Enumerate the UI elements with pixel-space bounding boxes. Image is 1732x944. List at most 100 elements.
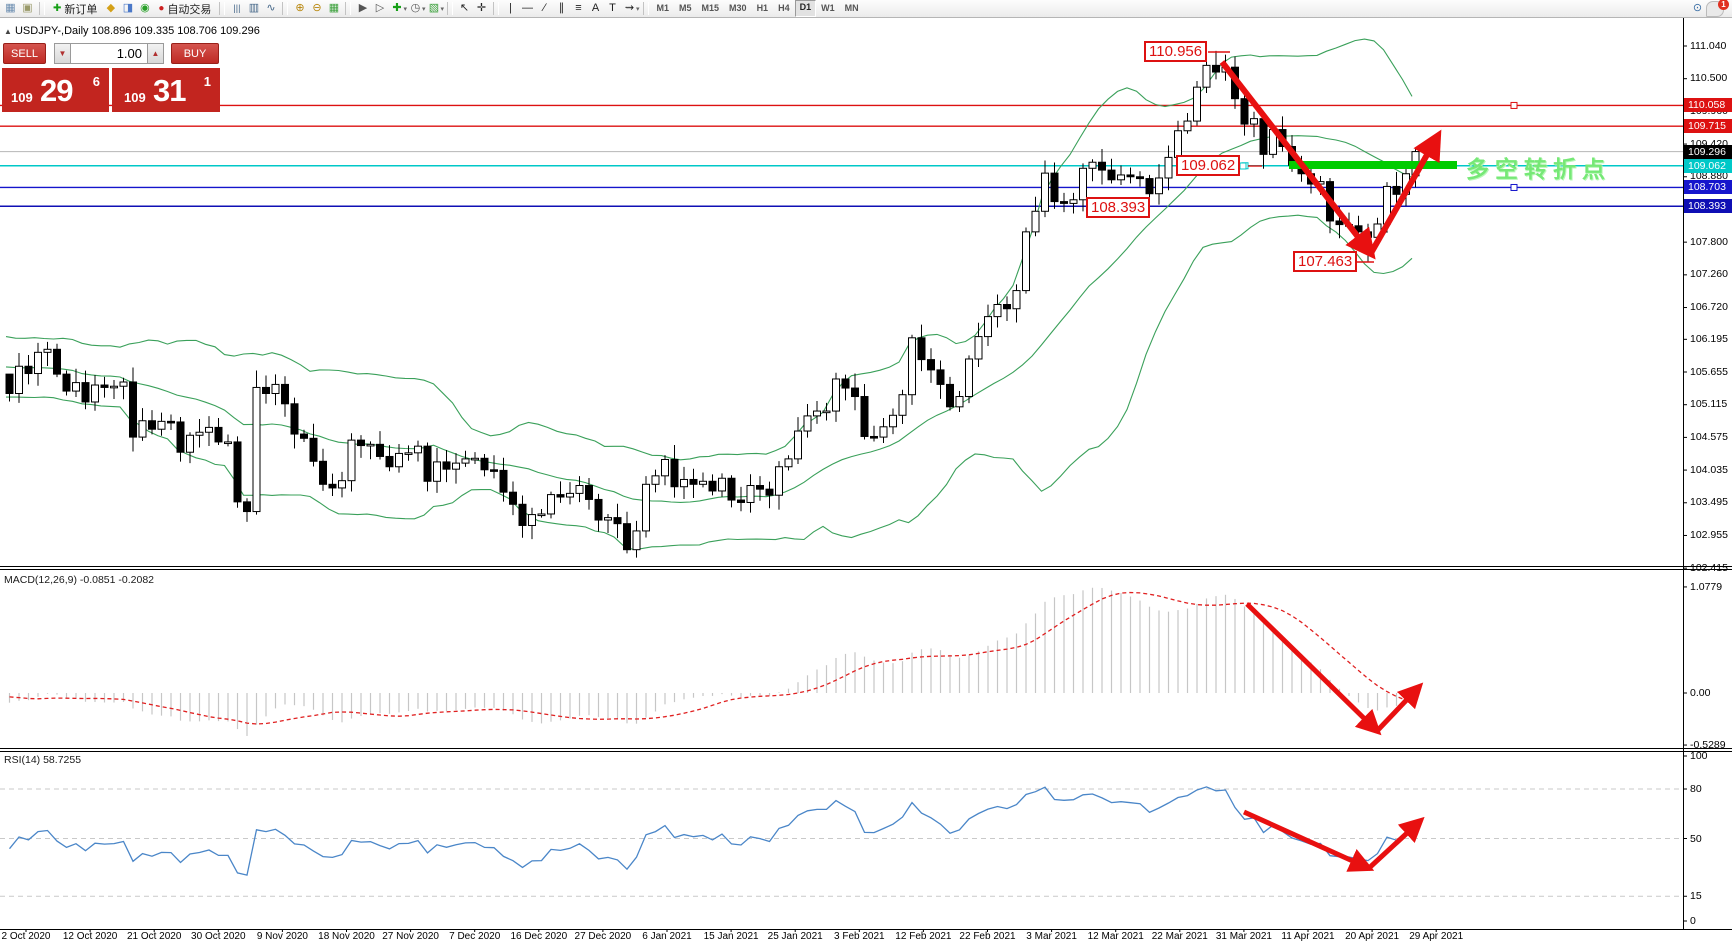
buy-button[interactable]: BUY [171, 43, 219, 64]
fibonacci-icon[interactable]: ≡ [575, 2, 582, 14]
volume-increase-button[interactable]: ▲ [147, 43, 164, 64]
seal-icon[interactable]: ◆ [106, 2, 116, 14]
macd-arrow-up[interactable] [1375, 682, 1424, 733]
arrows-caret-icon[interactable]: ▾ [635, 5, 640, 13]
date-label: 22 Feb 2021 [959, 931, 1016, 942]
new-order-button[interactable]: ✚ 新订单 [48, 1, 102, 17]
bollinger-middle-band [5, 135, 1413, 503]
timeframe-m15-button[interactable]: M15 [701, 3, 720, 13]
crosshair-icon[interactable]: ✛ [476, 2, 487, 14]
toolbar-separator [282, 2, 289, 15]
date-label: 6 Jan 2021 [642, 931, 692, 942]
date-label: 11 Apr 2021 [1281, 931, 1335, 942]
timeframe-d1-button[interactable]: D1 [794, 0, 817, 17]
sell-button[interactable]: SELL [3, 43, 46, 64]
green-zone-bar[interactable] [1289, 161, 1457, 169]
green-zone-bar[interactable] [1289, 161, 1457, 169]
templates-caret-icon[interactable]: ▾ [440, 5, 444, 13]
rsi-axis-label: 100 [1690, 750, 1708, 762]
volume-input[interactable]: 1.00 [70, 43, 148, 64]
price-tick-label: 107.800 [1690, 235, 1728, 248]
price-badge-109296: 109.296 [1684, 144, 1732, 159]
date-label: 27 Dec 2020 [574, 931, 632, 942]
zoom-out-icon[interactable]: ⊖ [312, 2, 322, 14]
period-caret-icon[interactable]: ▾ [421, 5, 426, 13]
timeframe-m30-button[interactable]: M30 [729, 3, 747, 13]
rsi-arrow-up[interactable] [1366, 816, 1425, 871]
toolbar-separator [642, 2, 649, 15]
date-label: 18 Nov 2020 [318, 931, 375, 942]
date-label: 21 Oct 2020 [126, 931, 182, 942]
turning-point-text[interactable]: 多空转折点 [1466, 156, 1611, 182]
trend-arrow-up[interactable] [1368, 129, 1442, 255]
auto-scroll-icon[interactable]: ▶ [358, 2, 368, 14]
new-order-button-label: 新订单 [64, 3, 98, 16]
price-label-109062[interactable]: 109.062 [1176, 155, 1241, 176]
channel-icon[interactable]: ∥ [558, 2, 565, 14]
macd-arrow-down[interactable] [1245, 602, 1382, 736]
trend-arrow-down[interactable] [1219, 60, 1376, 260]
preview-icon[interactable]: ▣ [22, 2, 33, 14]
notifications-icon[interactable]: 1 [1706, 0, 1729, 17]
period-icon[interactable]: ◷ [410, 2, 421, 14]
price-label-110956[interactable]: 110.956 [1144, 41, 1208, 62]
horizontal-line-icon[interactable]: — [521, 2, 533, 14]
timeframe-h4-button[interactable]: H4 [778, 3, 790, 13]
line-chart-icon[interactable]: ∿ [266, 2, 276, 14]
rsi-arrow-down[interactable] [1242, 809, 1375, 872]
timeframe-h1-button[interactable]: H1 [756, 3, 769, 13]
price-tick-label: 105.655 [1690, 365, 1728, 378]
timeframe-m1-button[interactable]: M1 [656, 3, 670, 13]
volume-decrease-button[interactable]: ▼ [54, 43, 71, 64]
date-label: 31 Mar 2021 [1215, 931, 1272, 942]
date-label: 30 Oct 2020 [191, 931, 246, 942]
chart-window-icon[interactable]: ▦ [5, 2, 16, 14]
globe-icon[interactable]: ◉ [140, 2, 150, 14]
text-icon[interactable]: A [591, 2, 600, 14]
date-label: 27 Nov 2020 [382, 931, 439, 942]
zoom-in-icon[interactable]: ⊕ [295, 2, 305, 14]
indicators-icon[interactable]: ✚ [392, 2, 402, 14]
trend-arrows-layer[interactable] [1208, 51, 1442, 872]
expert-icon[interactable]: ◨ [122, 2, 134, 14]
rsi-title: RSI(14) 58.7255 [4, 754, 82, 766]
toolbar-separator [446, 2, 453, 15]
price-tick-label: 105.115 [1690, 398, 1728, 411]
tile-windows-icon[interactable]: ▦ [328, 2, 340, 14]
collapse-panel-icon[interactable]: ▲ [4, 27, 12, 36]
date-label: 22 Mar 2021 [1151, 931, 1208, 942]
timeframe-w1-button[interactable]: W1 [821, 3, 835, 13]
buy-price-big: 31 [153, 73, 186, 108]
chart-shift-icon[interactable]: ▷ [375, 2, 385, 14]
bar-chart-icon[interactable]: ||| [233, 3, 241, 13]
indicators-caret-icon[interactable]: ▾ [403, 5, 407, 13]
cursor-icon[interactable]: ↖ [459, 2, 470, 14]
macd-title: MACD(12,26,9) -0.0851 -0.2082 [4, 574, 154, 586]
price-tick-label: 104.575 [1690, 430, 1728, 443]
price-badge-110058: 110.058 [1684, 98, 1732, 113]
rsi-series [8, 786, 1416, 876]
sell-price-box[interactable]: 109 29 6 [2, 68, 109, 112]
date-label: 25 Jan 2021 [767, 931, 823, 942]
candlestick-chart-icon[interactable]: ▥ [248, 2, 260, 14]
arrows-icon[interactable]: ⇝ [624, 2, 635, 14]
buy-price-pip: 1 [203, 74, 211, 89]
toolbar-separator [39, 2, 45, 15]
timeframe-m5-button[interactable]: M5 [679, 3, 692, 13]
vertical-line-icon[interactable]: | [509, 2, 512, 14]
price-tick-label: 110.500 [1690, 72, 1728, 85]
price-label-107463[interactable]: 107.463 [1293, 251, 1358, 272]
autotrade-button[interactable]: ● 自动交易 [153, 1, 216, 17]
price-badge-109062: 109.062 [1684, 158, 1732, 173]
one-click-trading-panel: SELL ▼ 1.00 ▲ BUY 109 29 6 109 31 1 [2, 42, 220, 112]
timeframe-mn-button[interactable]: MN [844, 3, 859, 13]
search-icon[interactable]: ⊙ [1692, 2, 1703, 14]
trendline-icon[interactable]: ∕ [543, 2, 546, 14]
chart-symbol-header[interactable]: ▲ USDJPY-,Daily 108.896 109.335 108.706 … [4, 25, 260, 37]
templates-icon[interactable]: ▧ [428, 2, 440, 14]
price-label-108393[interactable]: 108.393 [1086, 197, 1151, 218]
macd-series [8, 587, 1417, 736]
label-icon[interactable]: T [609, 2, 616, 14]
buy-price-box[interactable]: 109 31 1 [112, 68, 220, 112]
rsi-axis-label: 50 [1690, 832, 1702, 845]
